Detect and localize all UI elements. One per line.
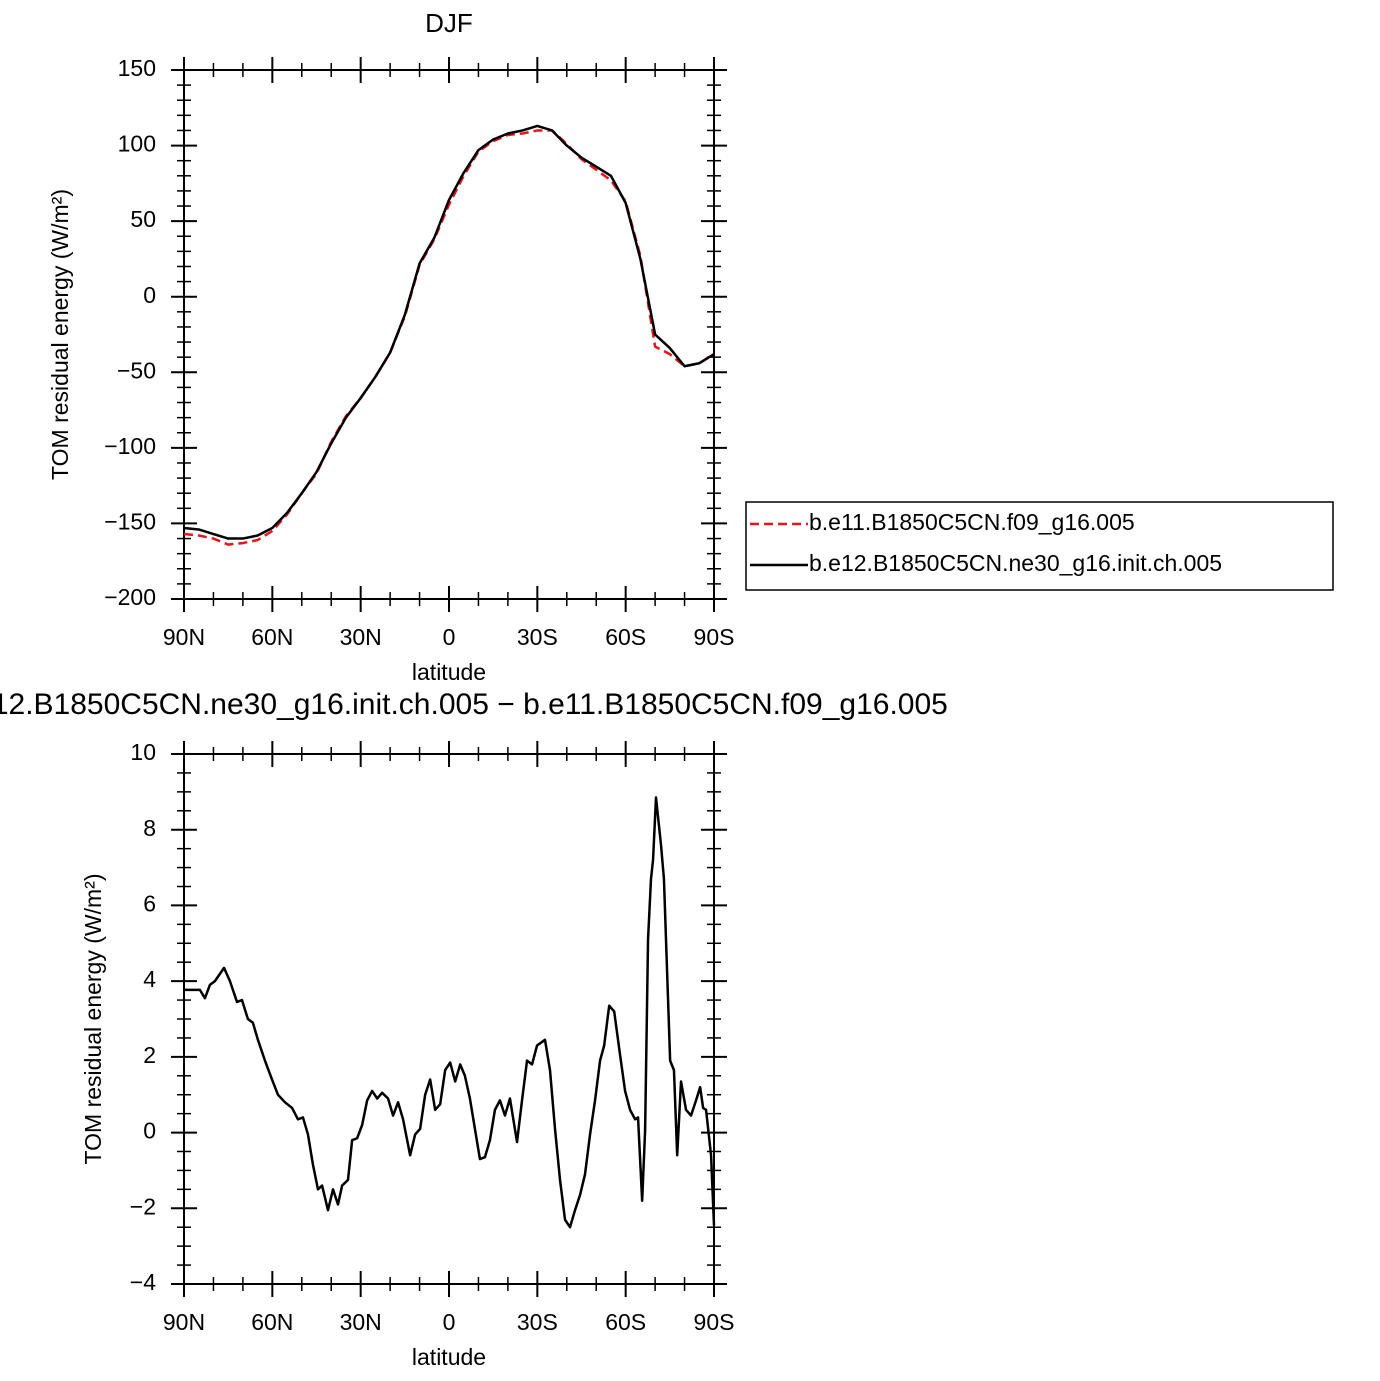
y-tick-label: 150 (118, 55, 156, 81)
x-tick-label: 30N (340, 624, 382, 650)
x-tick-label: 90S (694, 624, 735, 650)
y-tick-label: 100 (118, 131, 156, 157)
y-tick-label: 0 (143, 282, 156, 308)
data-line (183, 129, 715, 546)
legend-label: b.e12.B1850C5CN.ne30_g16.init.ch.005 (809, 550, 1222, 576)
x-tick-label: 30N (340, 1309, 382, 1335)
x-tick-label: 60S (605, 1309, 646, 1335)
y-tick-label: −2 (130, 1193, 156, 1219)
x-tick-label: 30S (517, 1309, 558, 1335)
x-tick-label: 60N (251, 1309, 293, 1335)
x-tick-label: 90N (163, 1309, 205, 1335)
legend-label: b.e11.B1850C5CN.f09_g16.005 (809, 509, 1135, 535)
y-tick-label: −200 (104, 584, 156, 610)
y-axis-label: TOM residual energy (W/m²) (47, 189, 73, 480)
y-tick-label: 6 (143, 891, 156, 917)
plot-frame (183, 69, 715, 600)
x-tick-label: 30S (517, 624, 558, 650)
plot-frame (183, 753, 715, 1285)
y-tick-label: −4 (130, 1269, 156, 1295)
y-tick-label: 10 (130, 739, 156, 765)
y-tick-label: 4 (143, 966, 156, 992)
x-tick-label: 90N (163, 624, 205, 650)
x-tick-label: 90S (694, 1309, 735, 1335)
x-axis-label: latitude (412, 659, 486, 685)
chart-title: DJF (425, 8, 473, 38)
y-tick-label: 8 (143, 815, 156, 841)
x-tick-label: 60N (251, 624, 293, 650)
legend-box (745, 501, 1334, 591)
x-tick-label: 0 (443, 624, 456, 650)
y-axis-label: TOM residual energy (W/m²) (80, 874, 106, 1165)
chart-title: b.e12.B1850C5CN.ne30_g16.init.ch.005 − b… (0, 688, 948, 721)
data-line (183, 124, 715, 540)
y-tick-label: −50 (117, 357, 156, 383)
y-tick-label: −150 (104, 509, 156, 535)
data-line (184, 796, 716, 1229)
x-tick-label: 0 (443, 1309, 456, 1335)
y-tick-label: −100 (104, 433, 156, 459)
y-tick-label: 50 (130, 206, 156, 232)
y-tick-label: 2 (143, 1042, 156, 1068)
x-tick-label: 60S (605, 624, 646, 650)
y-tick-label: 0 (143, 1118, 156, 1144)
x-axis-label: latitude (412, 1344, 486, 1370)
